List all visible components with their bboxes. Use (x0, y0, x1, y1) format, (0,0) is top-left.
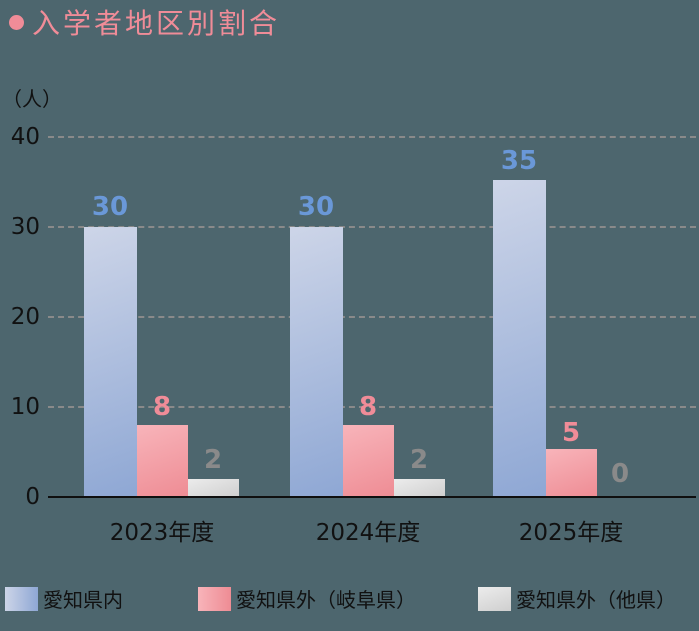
bar-2024-aichi-inside[interactable] (290, 227, 343, 497)
value-label-2025-gifu: 5 (561, 418, 581, 448)
chart-title-text: 入学者地区別割合 (32, 7, 281, 40)
gridline-20 (48, 316, 696, 318)
x-label-2023: 2023年度 (109, 520, 215, 546)
x-label-2024: 2024年度 (315, 520, 421, 546)
legend-item-aichi-inside[interactable]: 愛知県内 (5, 584, 123, 613)
x-label-2025: 2025年度 (518, 520, 624, 546)
bar-2023-aichi-inside[interactable] (84, 227, 137, 497)
gridline-40 (48, 136, 696, 138)
y-tick-20: 20 (10, 304, 40, 330)
legend-label: 愛知県外（岐阜県） (236, 588, 416, 612)
chart-title: 入学者地区別割合 (6, 2, 280, 42)
legend-item-other[interactable]: 愛知県外（他県） (478, 584, 676, 613)
bar-2024-gifu[interactable] (343, 425, 394, 497)
legend-swatch-pink (198, 586, 231, 611)
value-label-2025-other: 0 (610, 459, 630, 489)
legend-label: 愛知県内 (43, 588, 123, 612)
bar-2023-gifu[interactable] (137, 425, 188, 497)
y-tick-40: 40 (10, 124, 40, 150)
value-label-2024-aichi-inside: 30 (297, 192, 335, 222)
y-axis-unit-label: （人） (2, 87, 62, 111)
gridline-10 (48, 406, 696, 408)
y-tick-30: 30 (10, 214, 40, 240)
bar-2023-other[interactable] (188, 479, 239, 497)
gridline-30 (48, 226, 696, 228)
legend-label: 愛知県外（他県） (516, 588, 676, 612)
bar-2025-aichi-inside[interactable] (493, 180, 546, 497)
value-label-2025-aichi-inside: 35 (500, 146, 538, 176)
value-label-2023-other: 2 (203, 445, 223, 475)
legend-swatch-gray (478, 586, 511, 611)
bar-2024-other[interactable] (394, 479, 445, 497)
y-tick-0: 0 (25, 484, 40, 510)
value-label-2023-gifu: 8 (152, 392, 172, 422)
legend-item-gifu[interactable]: 愛知県外（岐阜県） (198, 584, 416, 613)
bar-2025-gifu[interactable] (546, 449, 597, 497)
x-axis-line (48, 496, 696, 498)
bullet-dot-icon (9, 14, 24, 30)
value-label-2024-gifu: 8 (358, 392, 378, 422)
value-label-2024-other: 2 (409, 445, 429, 475)
chart-legend: 愛知県内 愛知県外（岐阜県） 愛知県外（他県） (0, 584, 699, 613)
value-label-2023-aichi-inside: 30 (91, 192, 129, 222)
y-tick-10: 10 (10, 394, 40, 420)
legend-swatch-blue (5, 586, 38, 611)
